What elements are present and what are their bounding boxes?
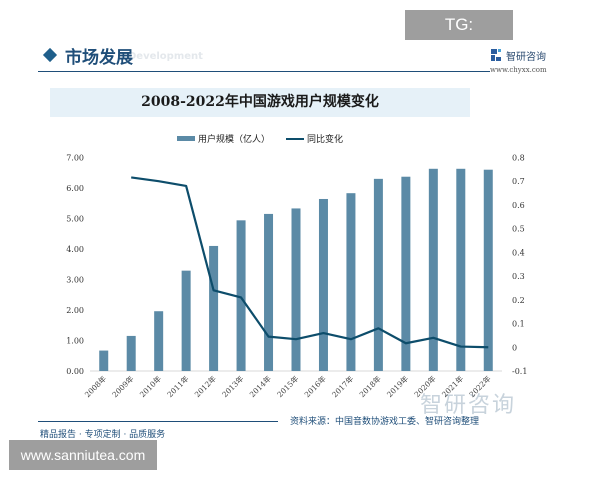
x-tick-label: 2015年 (275, 373, 301, 399)
left-tick-label: 6.00 (66, 184, 84, 193)
bar (181, 270, 191, 371)
footer-divider (38, 421, 278, 422)
left-tick-label: 4.00 (66, 245, 84, 254)
logo-text: 智研咨询 (506, 52, 546, 63)
legend-label-bar: 用户规模（亿人） (197, 135, 270, 145)
yoy-line (131, 176, 489, 349)
legend: 用户规模（亿人） 同比变化 (0, 132, 520, 145)
logo-icon (491, 49, 501, 61)
x-tick-label: 2013年 (220, 373, 246, 399)
left-tick-label: 3.00 (66, 276, 84, 285)
right-tick-label: -0.1 (512, 367, 527, 376)
x-tick-label: 2012年 (192, 373, 218, 399)
x-tick-label: 2010年 (137, 373, 163, 399)
bar (264, 213, 274, 371)
header-divider (38, 71, 490, 72)
section-title: 市场发展 (65, 48, 133, 68)
bar (401, 176, 411, 371)
tg-watermark: TG: MYYJJPP (405, 10, 513, 64)
source-note: 资料来源：中国音数协游戏工委、智研咨询整理 (290, 417, 480, 427)
bar (373, 178, 383, 371)
left-tick-label: 1.00 (66, 337, 84, 346)
section-ghost-text: Development (128, 51, 203, 62)
left-tick-label: 0.00 (66, 367, 84, 376)
x-tick-label: 2008年 (82, 373, 108, 399)
legend-swatch-line (286, 137, 304, 140)
right-tick-label: 0.7 (512, 177, 525, 186)
legend-item-bar: 用户规模（亿人） (176, 132, 270, 145)
right-tick-label: 0.1 (512, 320, 525, 329)
bar (318, 198, 328, 371)
bar (99, 350, 109, 371)
right-tick-label: 0.5 (512, 225, 525, 234)
right-tick-label: 0.4 (512, 248, 525, 257)
x-tick-label: 2011年 (165, 373, 191, 399)
brand-watermark: 智研咨询 (420, 393, 517, 418)
site-watermark: www.sanniutea.com (9, 440, 157, 470)
bar (456, 168, 466, 371)
title-band (50, 88, 470, 117)
x-tick-label: 2016年 (302, 373, 328, 399)
x-tick-label: 2020年 (412, 373, 438, 399)
bar (236, 220, 246, 371)
x-tick-label: 2021年 (439, 373, 465, 399)
legend-swatch-bar (176, 136, 195, 141)
logo-url: www.chyxx.com (490, 66, 547, 74)
x-tick-label: 2014年 (247, 373, 273, 399)
bar (209, 245, 219, 371)
x-tick-label: 2022年 (467, 373, 493, 399)
legend-item-line: 同比变化 (286, 132, 343, 145)
left-tick-label: 7.00 (66, 154, 84, 163)
right-tick-label: 0.6 (512, 201, 525, 210)
legend-label-line: 同比变化 (307, 135, 344, 145)
bar (154, 311, 164, 371)
right-tick-label: 0 (512, 343, 517, 352)
x-tick-label: 2019年 (384, 373, 410, 399)
x-tick-label: 2009年 (110, 373, 136, 399)
right-tick-label: 0.3 (512, 272, 525, 281)
left-tick-label: 2.00 (66, 306, 84, 315)
right-tick-label: 0.2 (512, 296, 525, 305)
tagline: 精品报告 · 专项定制 · 品质服务 (40, 430, 166, 440)
bar (291, 208, 301, 371)
bar (483, 169, 493, 371)
bar (126, 335, 136, 371)
left-tick-label: 5.00 (66, 215, 84, 224)
x-tick-label: 2018年 (357, 373, 383, 399)
x-tick-label: 2017年 (329, 373, 355, 399)
right-tick-label: 0.8 (512, 154, 525, 163)
chart-title: 2008-2022年中国游戏用户规模变化 (141, 94, 379, 110)
bar (346, 193, 356, 371)
bar (428, 168, 438, 371)
